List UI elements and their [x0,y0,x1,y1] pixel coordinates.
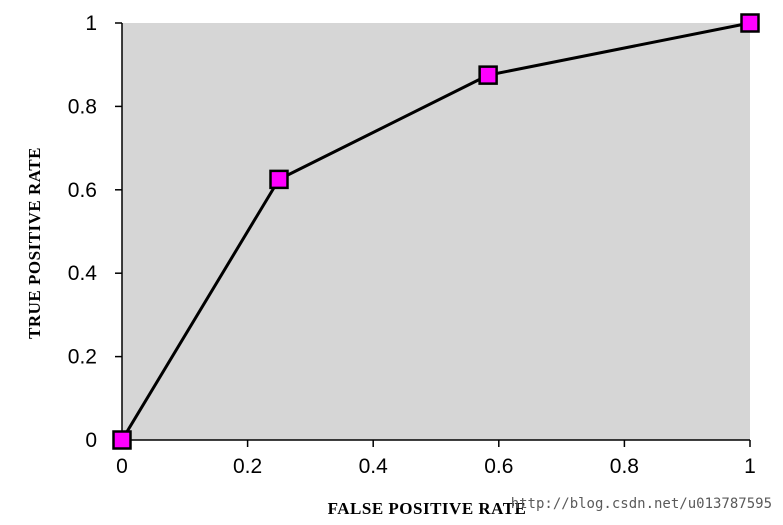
x-tick-label: 0.2 [233,455,262,478]
data-point-marker [740,13,760,33]
x-tick-label: 0.8 [610,455,639,478]
data-point-marker [112,430,132,450]
y-tick-label: 0.8 [68,95,97,118]
y-tick-label: 0.6 [68,179,97,202]
data-point-markers [112,13,760,450]
data-point-marker [269,169,289,190]
data-point-marker [478,65,498,85]
y-tick-label: 0.4 [68,262,98,285]
roc-curve-line [120,21,751,441]
y-tick-label: 0 [85,429,97,452]
watermark-text: http://blog.csdn.net/u013787595 [511,496,772,512]
x-tick-label: 0 [116,455,128,478]
x-tick-label: 1 [744,455,756,478]
x-tick-label: 0.6 [484,455,513,478]
y-tick-label: 0.2 [68,346,97,369]
y-axis: 0 0.2 0.4 0.6 0.8 1 [68,12,123,452]
y-tick-label: 1 [85,12,97,35]
y-axis-title: TRUE POSITIVE RATE [25,147,44,339]
plot-area [122,23,750,440]
x-axis: 0 0.2 0.4 0.6 0.8 1 [116,439,756,478]
x-axis-title: FALSE POSITIVE RATE [328,499,527,518]
x-tick-label: 0.4 [359,455,389,478]
